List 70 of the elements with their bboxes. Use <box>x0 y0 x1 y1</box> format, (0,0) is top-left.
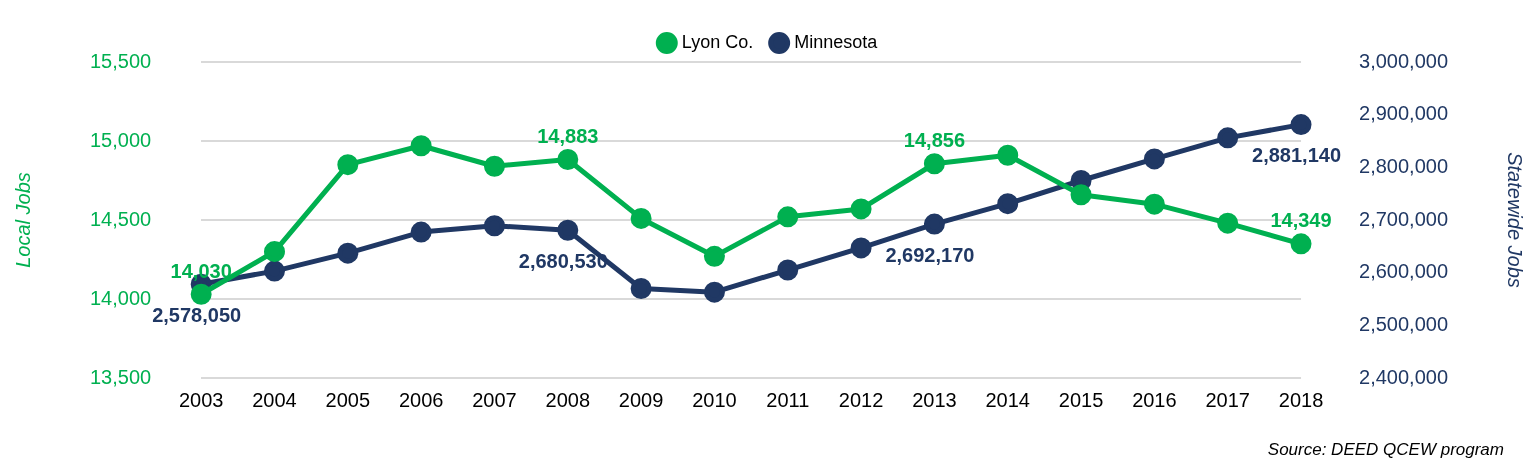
data-label: 14,856 <box>903 129 965 152</box>
x-tick-label: 2004 <box>252 388 297 411</box>
point <box>703 281 725 303</box>
point <box>483 215 505 237</box>
y2-tick-label: 2,900,000 <box>1359 102 1449 125</box>
point <box>850 237 872 259</box>
point <box>557 148 579 170</box>
point <box>630 277 652 299</box>
y-tick-label: 15,000 <box>90 128 152 151</box>
x-tick-label: 2012 <box>838 388 884 411</box>
point <box>1290 233 1312 255</box>
data-label: 2,881,140 <box>1252 144 1342 167</box>
y-axis-title: Local Jobs <box>11 172 34 268</box>
point <box>410 221 432 243</box>
point <box>264 241 285 263</box>
point <box>777 206 799 228</box>
y2-axis-title: Statewide Jobs <box>1504 152 1527 288</box>
point <box>264 260 285 282</box>
data-label: 2,692,170 <box>885 243 975 266</box>
point <box>997 144 1019 166</box>
data-label: 14,030 <box>170 259 232 282</box>
y-tick-label: 14,000 <box>90 286 152 309</box>
y2-tick-label: 2,500,000 <box>1359 312 1449 335</box>
point <box>923 153 945 175</box>
point <box>777 259 799 281</box>
point <box>190 283 212 305</box>
point <box>1143 148 1165 170</box>
point <box>557 219 579 241</box>
point <box>483 155 505 177</box>
point <box>630 207 652 229</box>
y-tick-label: 13,500 <box>90 365 152 388</box>
legend-label: Minnesota <box>794 31 879 52</box>
data-label: 14,349 <box>1270 209 1332 232</box>
y2-tick-label: 2,600,000 <box>1359 260 1449 283</box>
data-label: 2,578,050 <box>152 303 242 326</box>
legend-label: Lyon Co. <box>681 31 754 52</box>
y2-tick-label: 3,000,000 <box>1359 49 1449 72</box>
x-tick-label: 2015 <box>1058 388 1104 411</box>
x-tick-label: 2008 <box>545 388 591 411</box>
point <box>850 198 872 220</box>
y2-tick-label: 2,400,000 <box>1359 365 1449 388</box>
x-tick-label: 2007 <box>472 388 517 411</box>
source-note: Source: DEED QCEW program <box>1267 440 1504 460</box>
point <box>1070 184 1092 206</box>
x-tick-label: 2016 <box>1132 388 1177 411</box>
x-tick-label: 2013 <box>912 388 957 411</box>
y-tick-label: 15,500 <box>90 49 152 72</box>
point <box>1143 193 1165 215</box>
point <box>410 135 432 157</box>
point <box>997 193 1019 215</box>
y-tick-label: 14,500 <box>90 207 152 230</box>
x-tick-label: 2018 <box>1278 388 1324 411</box>
x-tick-label: 2006 <box>398 388 444 411</box>
point <box>337 242 359 264</box>
x-tick-label: 2011 <box>766 388 810 411</box>
point <box>703 245 725 267</box>
y2-tick-label: 2,700,000 <box>1359 207 1449 230</box>
x-tick-label: 2009 <box>618 388 664 411</box>
x-tick-label: 2010 <box>692 388 737 411</box>
point <box>1217 212 1239 234</box>
point <box>1217 127 1239 149</box>
x-tick-label: 2014 <box>985 388 1030 411</box>
y2-tick-label: 2,800,000 <box>1359 154 1449 177</box>
x-tick-label: 2003 <box>178 388 224 411</box>
x-tick-label: 2005 <box>325 388 371 411</box>
x-tick-label: 2017 <box>1205 388 1250 411</box>
data-label: 14,883 <box>537 125 599 147</box>
point <box>1290 114 1312 136</box>
point <box>337 154 359 176</box>
point <box>923 213 945 235</box>
